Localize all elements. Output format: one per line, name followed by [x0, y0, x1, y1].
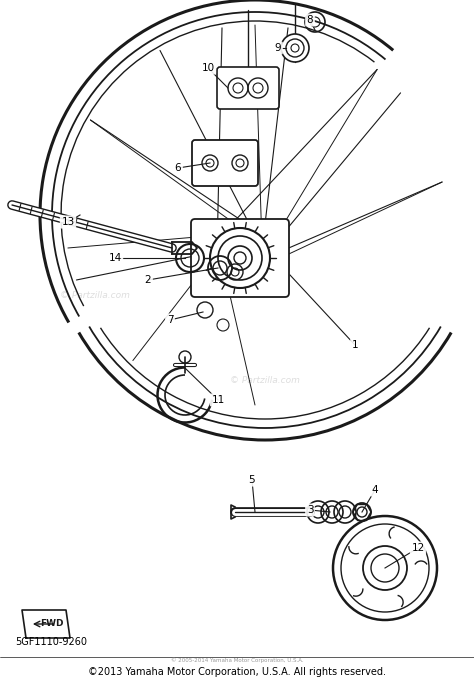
Text: 6: 6 — [175, 163, 182, 173]
Text: 14: 14 — [109, 253, 122, 263]
Text: 5GF1110-9260: 5GF1110-9260 — [15, 637, 87, 647]
Text: ©2013 Yamaha Motor Corporation, U.S.A. All rights reserved.: ©2013 Yamaha Motor Corporation, U.S.A. A… — [88, 667, 386, 677]
Text: © 2005-2014 Yamaha Motor Corporation, U.S.A.: © 2005-2014 Yamaha Motor Corporation, U.… — [171, 657, 303, 663]
Text: 5: 5 — [249, 475, 255, 485]
Text: 11: 11 — [211, 395, 225, 405]
Text: © Partzilla.com: © Partzilla.com — [60, 290, 130, 299]
Text: FWD: FWD — [40, 619, 64, 629]
Text: 13: 13 — [61, 217, 74, 227]
Text: 3: 3 — [307, 505, 313, 515]
Text: 12: 12 — [411, 543, 425, 553]
FancyBboxPatch shape — [192, 140, 258, 186]
FancyBboxPatch shape — [217, 67, 279, 109]
FancyBboxPatch shape — [191, 219, 289, 297]
Text: © Partzilla.com: © Partzilla.com — [230, 375, 300, 384]
Text: 4: 4 — [372, 485, 378, 495]
Text: 8: 8 — [307, 15, 313, 25]
Text: 9: 9 — [275, 43, 281, 53]
Text: 1: 1 — [352, 340, 358, 350]
Circle shape — [281, 34, 309, 62]
Text: 2: 2 — [145, 275, 151, 285]
Text: 10: 10 — [201, 63, 215, 73]
Text: 7: 7 — [167, 315, 173, 325]
